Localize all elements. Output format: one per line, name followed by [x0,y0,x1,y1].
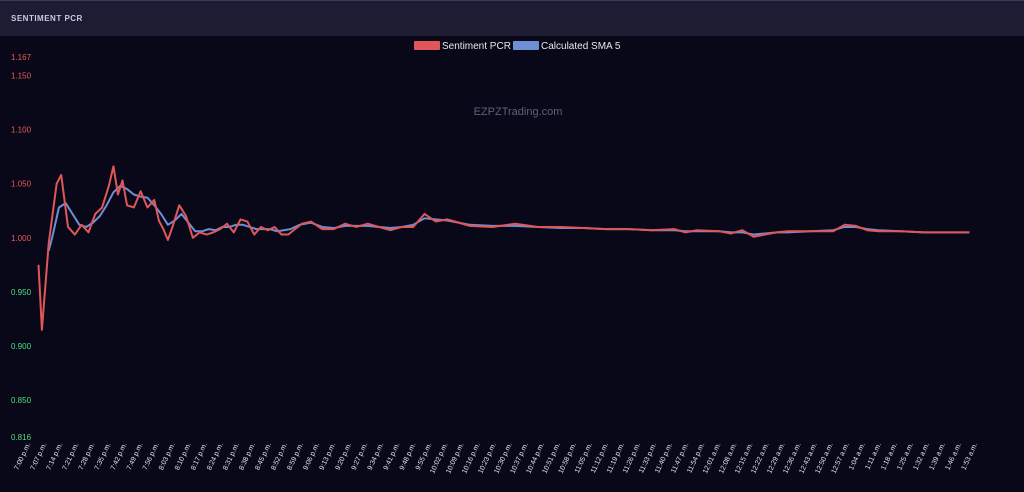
y-tick-label: 1.100 [11,126,32,135]
series-lines [37,165,970,331]
y-axis-ticks: 1.167 1.150 1.100 1.050 1.000 0.950 0.900 0.850… [11,53,32,442]
legend: Sentiment PCR Calculated SMA 5 [414,41,621,52]
legend-swatch-pcr [414,41,440,50]
y-tick-label: 1.050 [11,180,32,189]
x-tick-label: 1:53 a.m. [961,442,980,471]
y-tick-label: 1.167 [11,53,32,62]
legend-label-pcr: Sentiment PCR [442,41,511,52]
y-tick-label: 0.900 [11,342,32,351]
y-tick-label: 1.000 [11,234,32,243]
legend-swatch-sma [513,41,539,50]
legend-label-sma: Calculated SMA 5 [541,41,621,52]
panel-title: SENTIMENT PCR [11,14,83,23]
y-tick-label: 0.950 [11,288,32,297]
x-axis-ticks: 7:00 p.m.7:07 p.m.7:14 p.m.7:21 p.m.7:28… [14,442,980,475]
y-tick-label: 0.816 [11,433,32,442]
y-tick-label: 0.850 [11,396,32,405]
pcr-line [37,165,970,331]
watermark: EZPZTrading.com [474,106,563,118]
y-tick-label: 1.150 [11,71,32,80]
panel-header: SENTIMENT PCR [0,0,1024,36]
